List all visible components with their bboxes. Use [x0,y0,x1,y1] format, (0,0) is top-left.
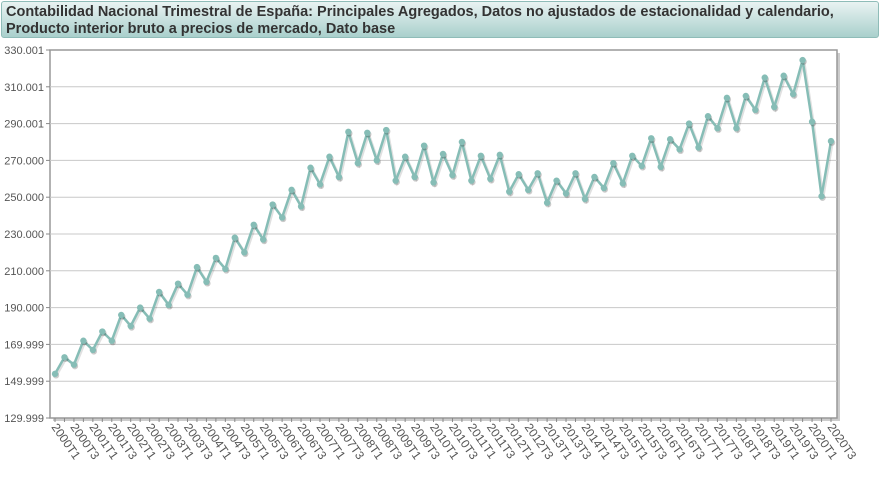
data-point [704,113,712,120]
data-point [515,171,522,178]
data-point [506,188,513,195]
data-point [799,56,806,64]
data-point [789,90,797,98]
y-tick-label: 250.000 [4,192,44,204]
data-point [449,171,456,179]
data-point [629,152,636,160]
data-point [127,322,134,330]
data-point [241,249,248,256]
data-point [676,146,683,153]
y-tick-label: 129.999 [4,413,44,425]
data-point [335,173,343,181]
data-point [278,214,286,221]
y-tick-label: 190.000 [4,303,44,315]
data-point [222,265,229,273]
y-tick-label: 230.000 [4,229,44,241]
data-point [297,203,305,210]
data-point [685,120,693,127]
data-point [345,128,352,136]
data-point [780,72,787,79]
data-point [269,201,276,208]
data-point [136,304,144,311]
data-point [808,118,816,125]
data-point [155,288,163,296]
y-tick-label: 330.001 [4,45,44,57]
data-point [468,177,475,184]
data-point [203,278,210,286]
y-tick-label: 210.000 [4,266,44,278]
data-point [193,263,201,271]
data-point [80,337,87,344]
data-point [742,92,750,100]
data-point [373,157,380,164]
data-point [581,195,589,203]
data-point [761,74,768,81]
data-point [354,159,362,167]
data-point [364,129,371,137]
data-point [524,186,532,194]
y-tick-label: 149.999 [4,376,44,388]
data-point [619,180,627,187]
data-point [553,177,560,184]
data-point [146,315,153,322]
data-point [562,190,570,197]
data-point [534,170,541,177]
y-tick-label: 270.000 [4,155,44,167]
y-tick-label: 310.001 [4,82,44,94]
data-point [174,280,182,287]
chart-title-line2: Producto interior bruto a precios de mer… [6,21,396,37]
data-point [316,181,324,188]
data-point [430,179,437,186]
data-point [70,361,78,368]
data-point [610,159,617,167]
data-point [411,173,418,181]
data-point [392,177,399,184]
data-point [666,136,674,143]
data-point [231,234,239,241]
y-tick-label: 169.999 [4,339,44,351]
data-point [714,125,721,132]
data-point [733,125,740,132]
data-point [487,175,494,183]
data-point [326,153,333,160]
data-point [61,354,68,361]
data-point [695,144,702,151]
data-point [51,370,59,378]
y-tick-label: 290.001 [4,119,44,131]
data-point [771,103,778,111]
data-point [108,337,115,344]
data-point [647,135,655,142]
data-point [543,199,551,206]
data-point [212,254,220,262]
data-point [572,170,579,177]
data-point [165,301,172,309]
data-point [118,311,125,319]
data-point [827,137,835,145]
data-point [420,142,428,149]
data-point [723,94,731,102]
data-point [401,153,409,160]
data-point [638,162,645,170]
data-point [818,193,825,200]
data-point [184,291,191,298]
data-point [288,186,295,194]
data-point [477,152,485,160]
data-point [250,221,257,229]
data-point [89,346,97,354]
data-point [591,173,598,181]
data-point [600,184,608,192]
data-point [657,163,664,171]
data-point [307,164,314,171]
data-point [439,150,447,158]
data-point [259,236,267,243]
data-point [383,126,390,134]
data-point [752,106,759,114]
data-point [458,138,466,146]
chart-title-line1: Contabilidad Nacional Trimestral de Espa… [6,4,834,20]
data-point [99,328,106,335]
data-point [496,151,503,159]
chart-title: Contabilidad Nacional Trimestral de Espa… [1,1,879,38]
